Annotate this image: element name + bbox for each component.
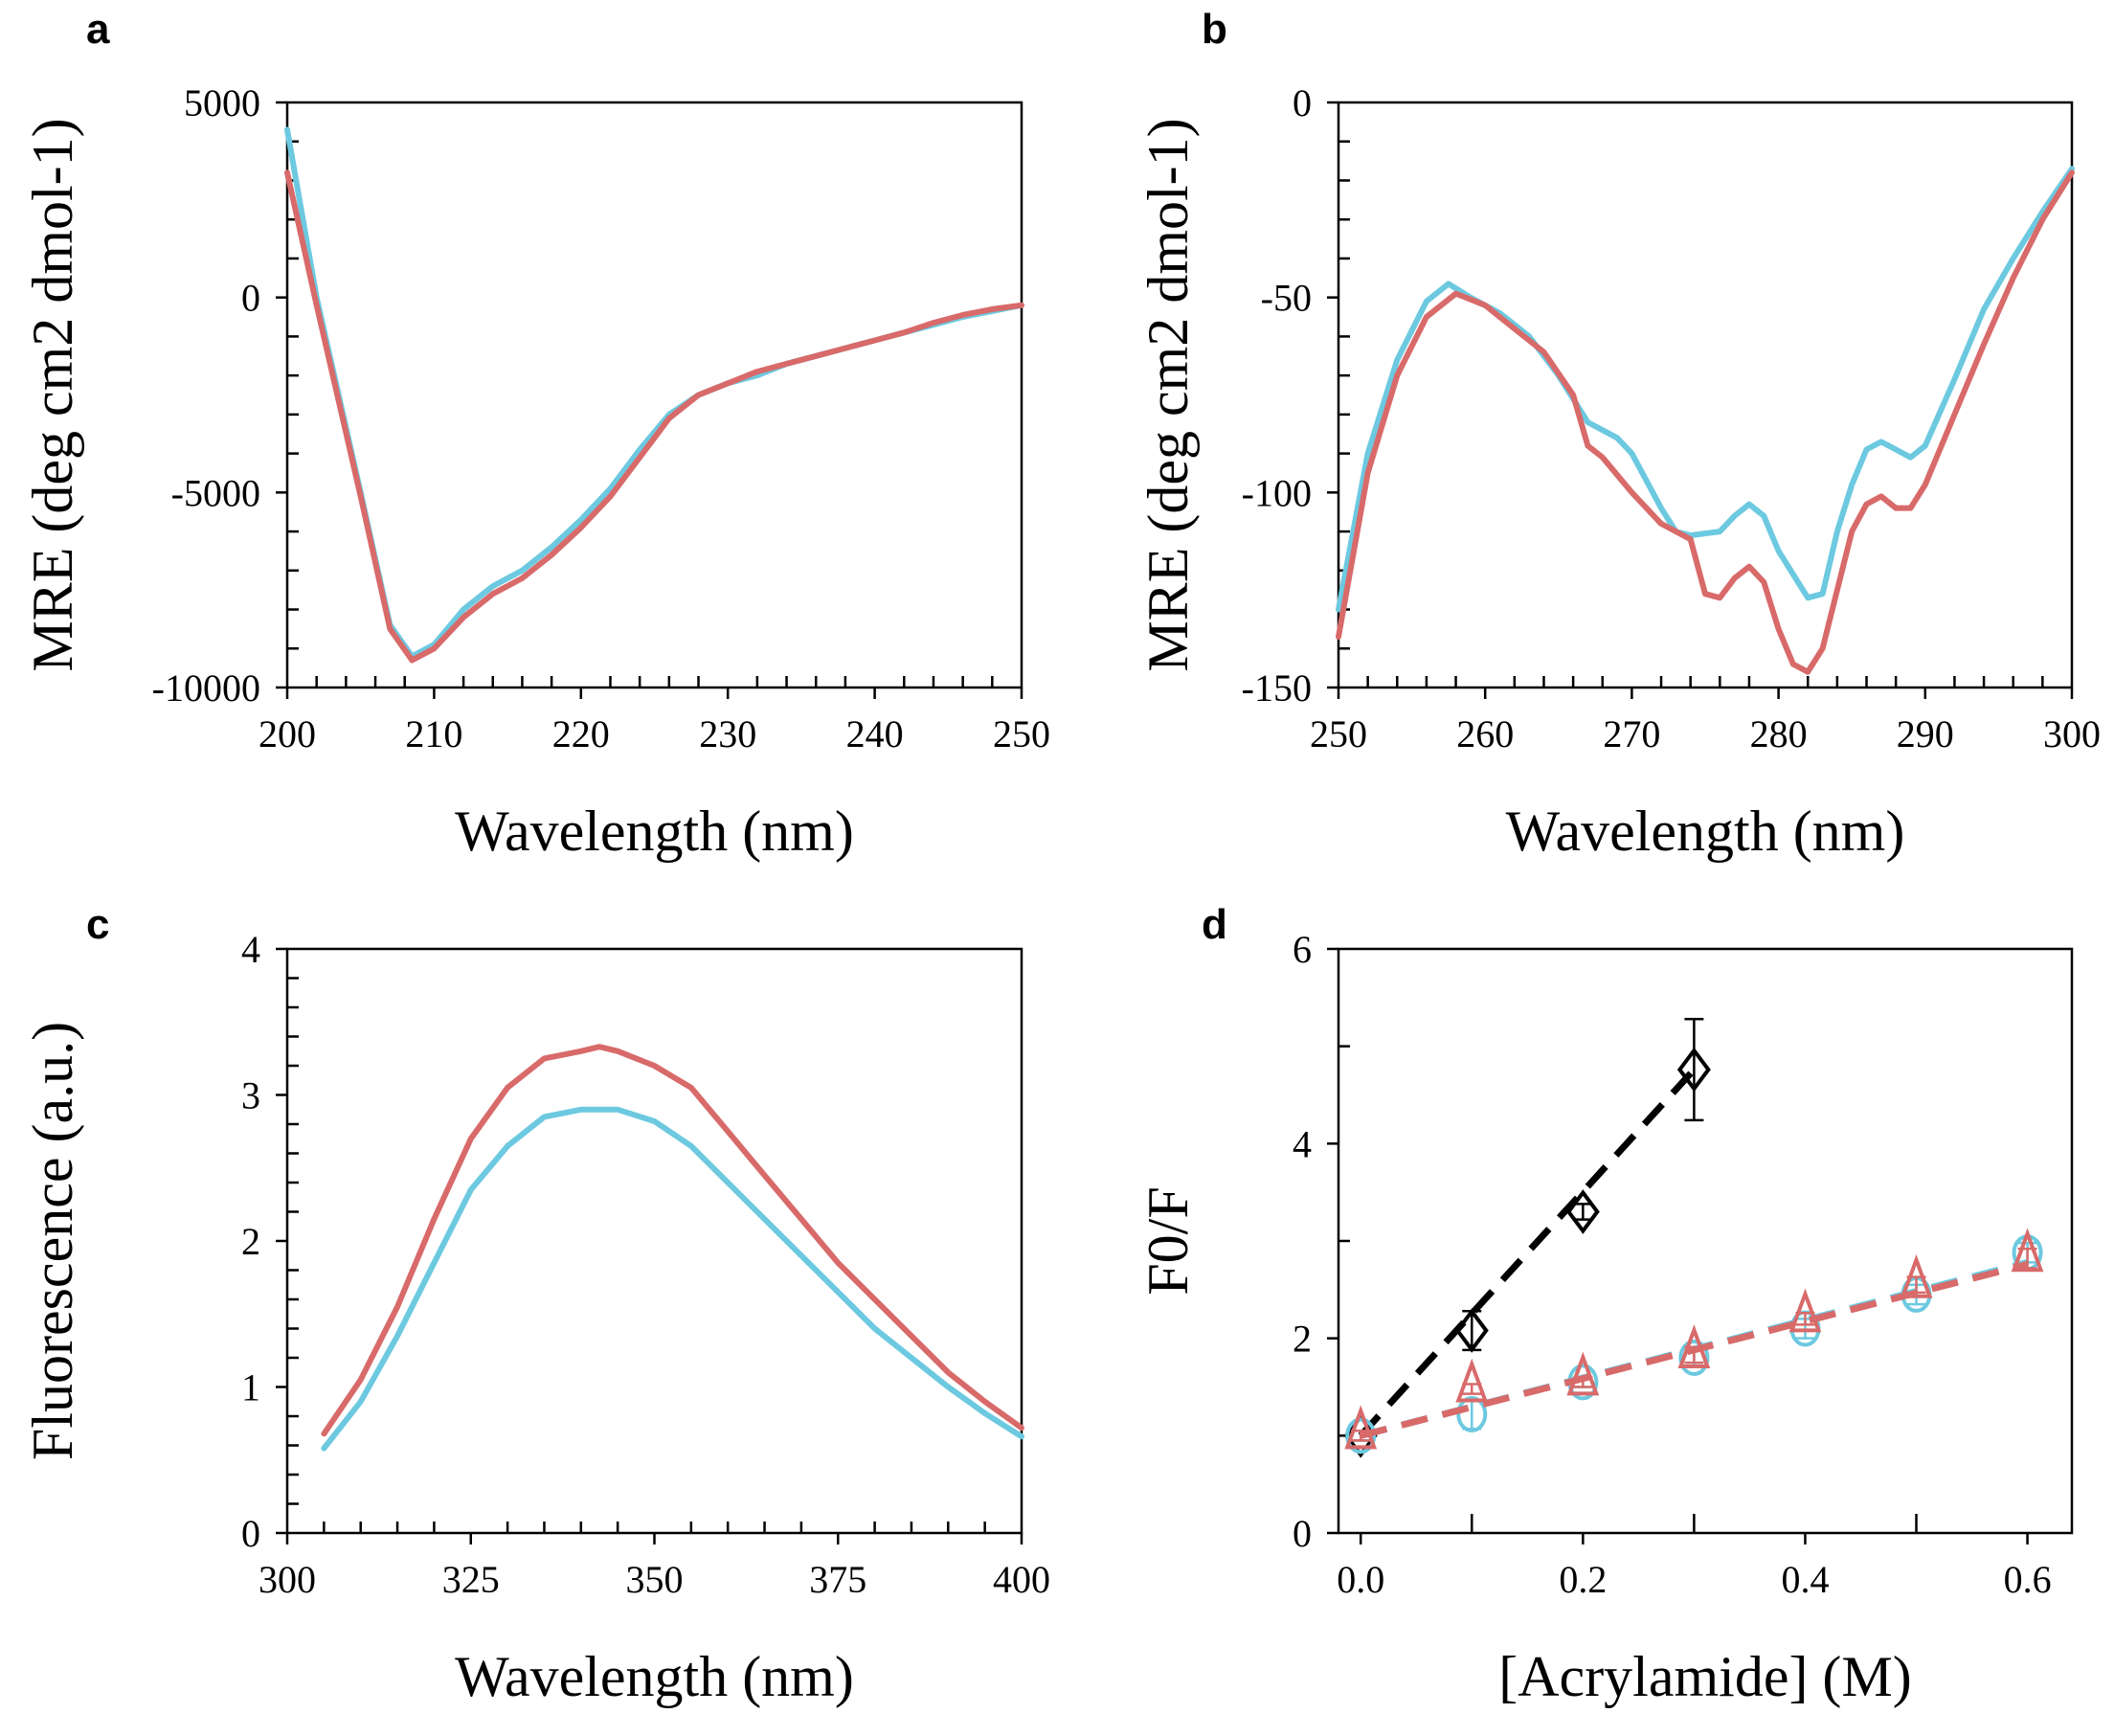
series-cyan (284, 126, 1024, 660)
panel-b: 250 260 270 280 290 300 -150 -100 -50 0 Wavelength… (1136, 81, 2101, 863)
y-tick-label: -5000 (171, 471, 260, 514)
series-line-red (1336, 169, 2075, 675)
series-cyan (1336, 166, 2075, 613)
y-tick-label: 1 (241, 1366, 260, 1409)
y-tick-label: -10000 (152, 666, 260, 710)
y-tick-label: 4 (241, 928, 260, 971)
x-tick-label: 350 (626, 1558, 684, 1601)
y-tick-label: 0 (1293, 81, 1312, 124)
plot-frame (1337, 947, 2074, 1535)
series-red (284, 169, 1024, 664)
x-tick-label: 270 (1603, 712, 1660, 755)
fit-line-black-diamonds (1358, 1067, 1697, 1438)
data-point-triangle (1344, 1405, 1378, 1450)
y-tick-label: 3 (241, 1074, 260, 1117)
x-tick-label: 280 (1750, 712, 1808, 755)
panel-a: 200 210 220 230 240 250 -10000 -5000 0 5000 Wavele… (21, 81, 1050, 863)
panel-label-c: c (86, 901, 109, 948)
data-point-triangle (1677, 1324, 1711, 1368)
series-red-triangles (1344, 1228, 2044, 1450)
y-tick-label: 6 (1293, 928, 1312, 971)
panel-c: 300 325 350 375 400 0 1 2 3 4 Wavelength (nm) Fluor… (21, 928, 1050, 1708)
y-axis-title: F0/F (1136, 1186, 1200, 1295)
data-point-diamond (1454, 1308, 1489, 1353)
panel-label-b: b (1202, 6, 1227, 53)
x-tick-label: 400 (993, 1558, 1050, 1601)
x-axis-title: Wavelength (nm) (455, 800, 854, 863)
x-axis-title: [Acrylamide] (M) (1498, 1645, 1911, 1708)
series-line-red (284, 169, 1024, 664)
plot-frame (1337, 101, 2074, 689)
x-axis-title: Wavelength (nm) (1506, 800, 1905, 863)
y-tick-label: 0 (241, 1512, 260, 1555)
x-tick-label: 250 (1310, 712, 1367, 755)
panel-label-d: d (1202, 901, 1227, 948)
y-tick-label: 4 (1293, 1122, 1312, 1165)
data-point-triangle (1900, 1253, 1933, 1298)
x-tick-label: 300 (259, 1558, 316, 1601)
x-tick-label: 300 (2043, 712, 2101, 755)
x-tick-label: 0.6 (2004, 1558, 2052, 1601)
data-point-triangle (2011, 1228, 2044, 1273)
data-point-triangle (1455, 1358, 1489, 1403)
x-tick-label: 375 (809, 1558, 866, 1601)
y-tick-label: 5000 (184, 81, 260, 124)
series-red (1336, 169, 2075, 675)
x-tick-label: 325 (442, 1558, 500, 1601)
x-axis-title: Wavelength (nm) (455, 1645, 854, 1708)
data-point-circle (1678, 1340, 1710, 1376)
x-tick-label: 0.4 (1781, 1558, 1829, 1601)
plot-frame (285, 947, 1023, 1535)
series-line-cyan (321, 1106, 1024, 1452)
x-tick-label: 220 (552, 712, 610, 755)
x-tick-label: 290 (1897, 712, 1954, 755)
y-axis-title: Fluorescence (a.u.) (21, 1022, 84, 1460)
x-tick-label: 200 (259, 712, 316, 755)
data-point-circle (1456, 1395, 1488, 1432)
y-tick-label: 2 (241, 1220, 260, 1263)
y-tick-label: -50 (1261, 277, 1312, 320)
y-tick-label: 0 (241, 277, 260, 320)
y-tick-label: -150 (1242, 666, 1312, 710)
series-line-cyan (1336, 166, 2075, 613)
panel-label-a: a (86, 6, 110, 53)
x-tick-label: 0.2 (1559, 1558, 1607, 1601)
series-line-cyan (284, 126, 1024, 660)
y-tick-label: -100 (1242, 471, 1312, 514)
panel-d: 0.0 0.2 0.4 0.6 0 2 4 6 [Acrylamide] (M) F0/F (1136, 928, 2074, 1708)
y-axis-title: MRE (deg cm2 dmol-1) (21, 118, 84, 671)
series-red (321, 1044, 1024, 1437)
x-tick-label: 260 (1456, 712, 1514, 755)
plot-frame (285, 101, 1023, 689)
y-tick-label: 2 (1293, 1318, 1312, 1361)
y-axis-title: MRE (deg cm2 dmol-1) (1136, 118, 1200, 671)
y-tick-label: 0 (1293, 1512, 1312, 1555)
series-cyan-circles (1345, 1234, 2043, 1454)
series-line-red (321, 1044, 1024, 1437)
series-cyan (321, 1106, 1024, 1452)
x-tick-label: 210 (405, 712, 462, 755)
data-point-triangle (1566, 1351, 1600, 1396)
data-point-triangle (1788, 1288, 1822, 1333)
x-tick-label: 250 (993, 712, 1050, 755)
data-point-diamond (1343, 1413, 1378, 1458)
x-tick-label: 230 (699, 712, 756, 755)
data-point-diamond (1676, 1047, 1711, 1093)
data-point-diamond (1565, 1189, 1600, 1234)
x-tick-label: 240 (846, 712, 904, 755)
x-tick-label: 0.0 (1337, 1558, 1384, 1601)
